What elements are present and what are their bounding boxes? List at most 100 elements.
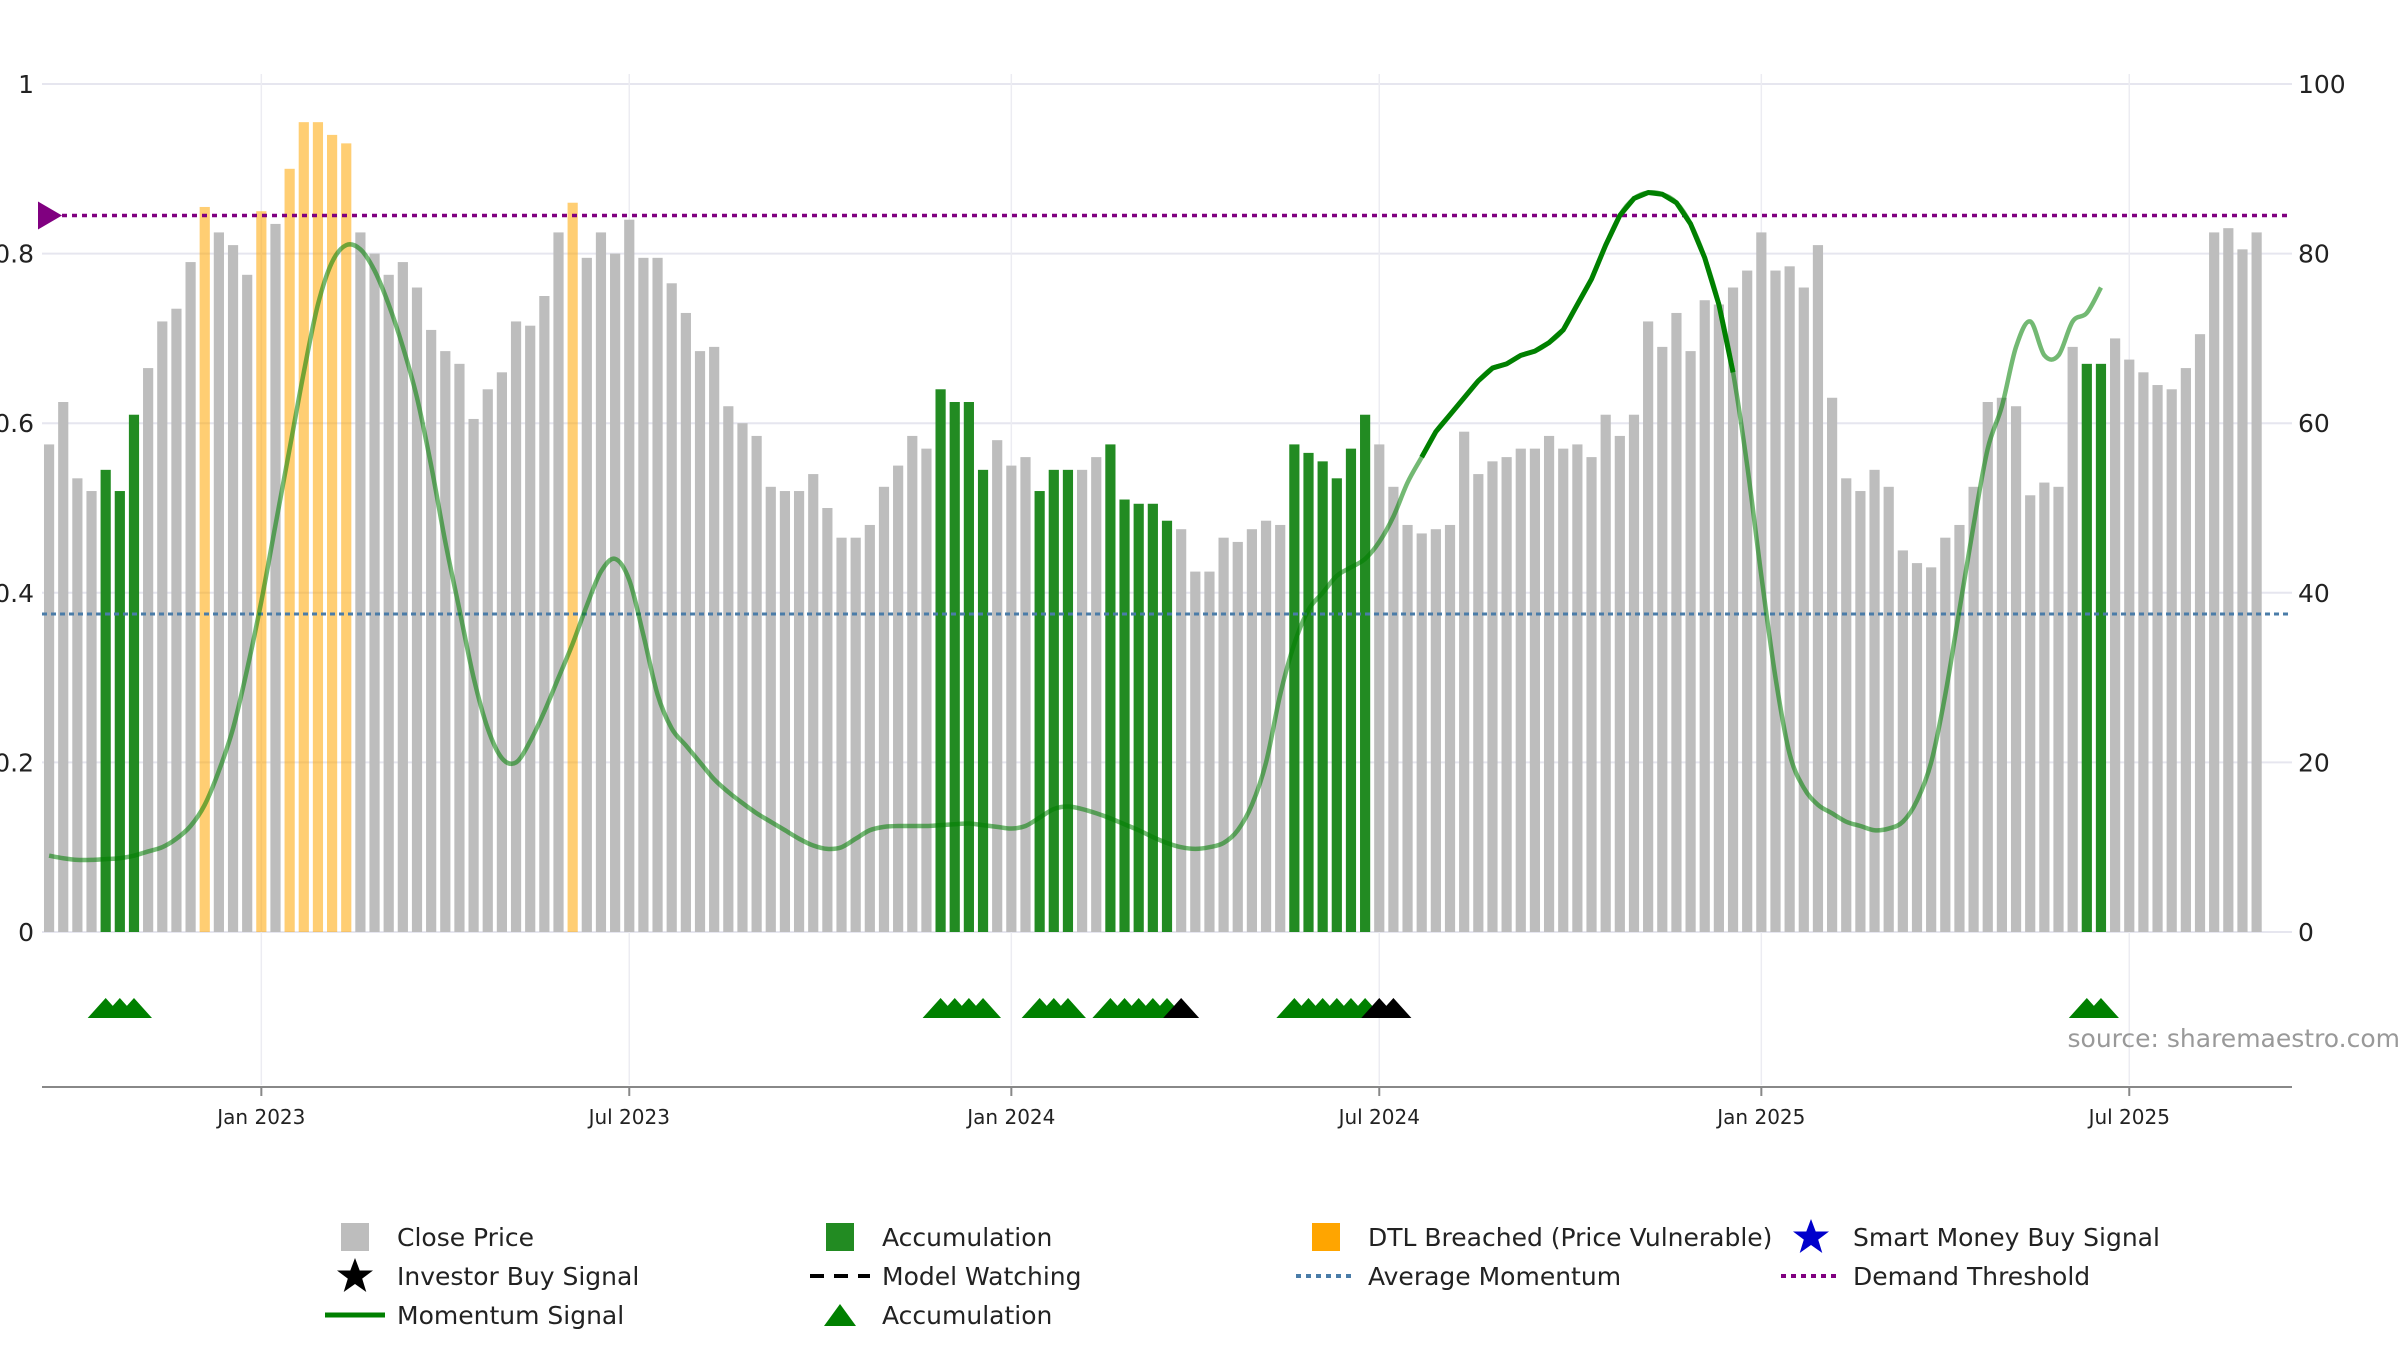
close-price-bar [1515, 448, 1526, 932]
right-axis-tick-label: 20 [2298, 748, 2330, 777]
investor-buy-triangle-marker [1375, 998, 1412, 1018]
close-price-bar [1926, 567, 1937, 932]
close-price-bar [1940, 537, 1951, 932]
left-axis-tick-label: 0.6 [0, 409, 34, 438]
close-price-bar [1176, 529, 1187, 932]
close-price-bar [185, 262, 196, 933]
dtl-breached-bar [567, 202, 578, 933]
close-price-bar [1444, 524, 1456, 932]
close-price-bar [1643, 321, 1654, 932]
close-price-bar [227, 245, 239, 932]
reference-lines [38, 201, 2292, 616]
close-price-bar [709, 346, 720, 932]
close-price-bar [893, 465, 904, 932]
accumulation-bar [2095, 363, 2107, 933]
close-price-bar [426, 329, 437, 932]
close-price-bar [2180, 368, 2191, 933]
close-price-bar [2166, 389, 2177, 932]
accumulation-bar [1317, 461, 1328, 932]
close-price-bar [907, 435, 918, 932]
close-price-bar [1841, 478, 1852, 932]
close-price-bar [1430, 529, 1441, 932]
close-price-bar [822, 508, 833, 932]
close-price-bar [610, 253, 621, 933]
dtl-breached-bar [284, 168, 295, 933]
dtl-breached-bar [298, 122, 309, 932]
close-price-bar [2251, 232, 2262, 932]
x-axis-tick-label: Jul 2025 [2087, 1105, 2170, 1129]
close-price-bar [2010, 406, 2022, 932]
close-price-bar [1501, 457, 1512, 932]
close-price-bar [1770, 270, 1781, 932]
close-price-bar [1020, 457, 1031, 932]
close-price-bar [1713, 304, 1724, 933]
close-price-bar [496, 372, 507, 932]
close-price-bar [1260, 520, 1272, 932]
close-price-bar [242, 274, 253, 932]
close-price-bar [836, 537, 847, 932]
accumulation-bar [1147, 503, 1158, 932]
close-price-bar [171, 308, 182, 933]
close-price-bar [213, 232, 224, 932]
close-price-bar [808, 474, 819, 932]
right-axis-tick-label: 100 [2298, 70, 2346, 99]
close-price-bar [1275, 524, 1286, 932]
close-price-bar [1827, 397, 1838, 932]
accumulation-bar [2081, 363, 2092, 933]
close-price-bar [482, 389, 493, 932]
dtl-breached-bar [327, 134, 338, 932]
close-price-bar [737, 423, 748, 932]
close-price-bar [1883, 486, 1894, 932]
close-price-bar [694, 351, 706, 932]
dtl-breached-bar [256, 211, 267, 932]
dtl-breached-bar [341, 143, 352, 933]
close-price-bar [751, 435, 762, 932]
close-price-bar [369, 253, 380, 933]
close-price-bar [2237, 249, 2248, 933]
close-price-bar [1855, 491, 1866, 932]
close-price-bar [581, 257, 592, 933]
close-price-bar [1543, 435, 1555, 932]
accumulation-bar [1048, 469, 1059, 932]
right-axis-tick-label: 60 [2298, 409, 2330, 438]
close-price-bar [1685, 351, 1696, 932]
momentum-signal-strong-segment [1419, 190, 1736, 459]
close-price-bar [1246, 529, 1257, 932]
close-price-bar [397, 262, 408, 933]
accumulation-bar [1289, 444, 1300, 932]
accumulation-bar [963, 402, 974, 932]
close-price-bar [2194, 334, 2206, 932]
accumulation-bar [977, 469, 989, 932]
close-price-bar [921, 448, 932, 932]
left-axis-tick-label: 0.4 [0, 579, 34, 608]
left-axis-tick-label: 0 [18, 918, 34, 947]
close-price-bar [2039, 482, 2050, 932]
axes: 0 0.2 0.4 0.6 0.8 1 0 20 40 60 80 100 Jan 2023 Jul 20… [0, 70, 2346, 1129]
accumulation-bar [1345, 448, 1357, 932]
close-price-bar [2067, 346, 2078, 932]
x-axis-tick-label: Jan 2023 [215, 1105, 305, 1129]
close-price-bar [992, 440, 1003, 932]
close-price-bar [1968, 486, 1979, 932]
close-price-bar [2152, 385, 2163, 932]
close-price-bar [779, 491, 791, 932]
x-axis-tick-label: Jul 2023 [587, 1105, 670, 1129]
close-price-bar [1416, 533, 1427, 932]
close-price-bar [411, 287, 423, 932]
close-price-bar [1869, 469, 1880, 932]
close-price-bar [355, 232, 366, 932]
accumulation-bar [1105, 444, 1116, 932]
close-price-bar [2053, 486, 2064, 932]
close-price-bar [1982, 402, 1993, 932]
close-price-bar [1996, 397, 2007, 932]
close-price-bar [1558, 448, 1569, 932]
close-price-bar [595, 232, 607, 932]
accumulation-bar [1119, 499, 1130, 932]
close-price-bar [1529, 448, 1541, 932]
close-price-bar [1727, 287, 1739, 932]
bar-series [43, 122, 2262, 933]
close-price-bar [1218, 537, 1229, 932]
close-price-bar [652, 257, 663, 933]
right-axis-tick-label: 0 [2298, 918, 2314, 947]
close-price-bar [850, 537, 861, 932]
